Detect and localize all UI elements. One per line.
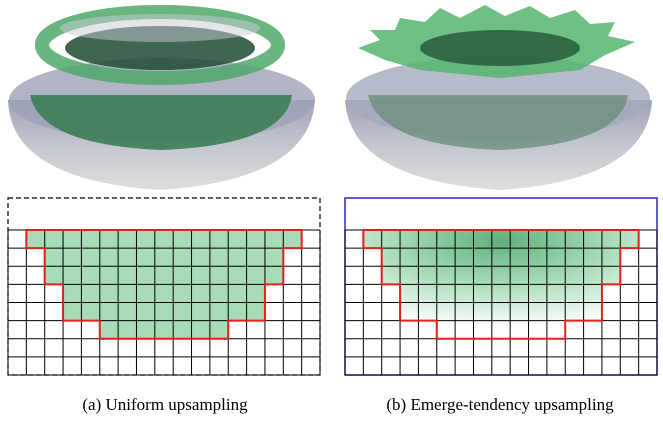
water-hole [420, 30, 580, 66]
grid-uniform [8, 230, 320, 375]
page: {"figure": {"panels": [{"caption": "(a) … [0, 0, 663, 423]
water-top [60, 14, 260, 42]
render-uniform [8, 12, 315, 190]
caption: (a) Uniform upsampling [82, 395, 248, 414]
render-emerge [345, 5, 652, 190]
caption: (b) Emerge-tendency upsampling [386, 395, 614, 414]
figure: (a) Uniform upsampling (b) Emerge-tenden… [0, 0, 663, 423]
grid-emerge [345, 230, 657, 375]
